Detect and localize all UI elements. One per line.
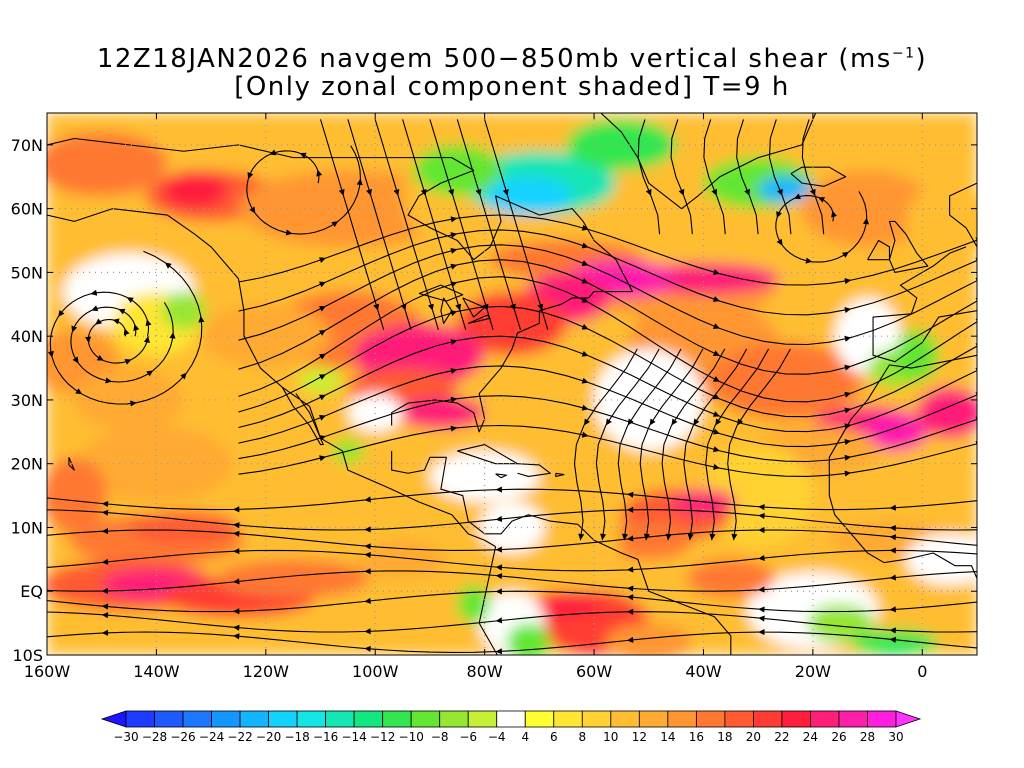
colorbar-swatch bbox=[268, 710, 298, 728]
colorbar: −30 −28 −26 −24 −22 −20 −18 −16 −14 −12 −10 −8 −6 −4 4… bbox=[100, 710, 922, 744]
lon-tick-label: 140W bbox=[133, 662, 180, 681]
colorbar-swatch bbox=[496, 710, 526, 728]
colorbar-swatch bbox=[296, 710, 327, 728]
colorbar-label: 6 bbox=[550, 730, 558, 744]
colorbar-label: 30 bbox=[888, 730, 903, 744]
colorbar-swatch bbox=[838, 710, 868, 728]
colorbar-label: 20 bbox=[746, 730, 761, 744]
colorbar-label: 14 bbox=[660, 730, 675, 744]
colorbar-swatch bbox=[325, 710, 355, 728]
colorbar-swatch bbox=[467, 710, 498, 728]
colorbar-swatch bbox=[695, 710, 726, 728]
lon-tick-label: 100W bbox=[352, 662, 399, 681]
colorbar-swatch bbox=[724, 710, 754, 728]
lat-tick-label: EQ bbox=[20, 582, 43, 601]
colorbar-label: 24 bbox=[803, 730, 818, 744]
colorbar-label: 4 bbox=[521, 730, 529, 744]
colorbar-label: 26 bbox=[831, 730, 846, 744]
colorbar-swatch bbox=[810, 710, 840, 728]
lat-tick-label: 50N bbox=[11, 263, 43, 282]
lon-tick-label: 20W bbox=[795, 662, 831, 681]
lon-tick-label: 80W bbox=[467, 662, 503, 681]
colorbar-swatch bbox=[382, 710, 412, 728]
colorbar-label: 16 bbox=[689, 730, 704, 744]
lat-tick-label: 70N bbox=[11, 136, 43, 155]
lat-tick-label: 30N bbox=[11, 391, 43, 410]
lat-tick-label: 10S bbox=[12, 646, 43, 665]
colorbar-swatch bbox=[353, 710, 384, 728]
colorbar-label: −6 bbox=[459, 730, 477, 744]
colorbar-swatch bbox=[125, 710, 155, 728]
colorbar-under-triangle bbox=[100, 710, 127, 728]
lat-tick-label: 60N bbox=[11, 200, 43, 219]
colorbar-label: −28 bbox=[142, 730, 167, 744]
colorbar-swatch bbox=[154, 710, 184, 728]
colorbar-swatch bbox=[439, 710, 469, 728]
lon-tick-label: 120W bbox=[243, 662, 290, 681]
colorbar-label: 22 bbox=[774, 730, 789, 744]
lat-tick-label: 40N bbox=[11, 327, 43, 346]
colorbar-swatch bbox=[581, 710, 612, 728]
lon-tick-label: 60W bbox=[576, 662, 612, 681]
colorbar-label: 28 bbox=[860, 730, 875, 744]
streamlines bbox=[47, 119, 977, 655]
colorbar-label: −12 bbox=[370, 730, 395, 744]
colorbar-label: 12 bbox=[632, 730, 647, 744]
plot-frame bbox=[46, 112, 978, 656]
colorbar-swatch bbox=[610, 710, 640, 728]
colorbar-swatch bbox=[410, 710, 441, 728]
colorbar-swatch bbox=[753, 710, 783, 728]
colorbar-label: −4 bbox=[488, 730, 506, 744]
lon-tick-label: 40W bbox=[685, 662, 721, 681]
chart-title-line1: 12Z18JAN2026 navgem 500−850mb vertical s… bbox=[96, 44, 928, 74]
colorbar-label: −16 bbox=[313, 730, 338, 744]
colorbar-swatch bbox=[524, 710, 555, 728]
colorbar-label: 8 bbox=[578, 730, 586, 744]
colorbar-label: −18 bbox=[284, 730, 309, 744]
plot-area bbox=[47, 113, 977, 655]
chart-title-line2: [Only zonal component shaded] T=9 h bbox=[234, 72, 790, 102]
lon-tick-label: 0 bbox=[917, 662, 927, 681]
lat-tick-label: 20N bbox=[11, 455, 43, 474]
colorbar-label: −24 bbox=[199, 730, 224, 744]
colorbar-swatch bbox=[667, 710, 697, 728]
colorbar-label: −26 bbox=[170, 730, 195, 744]
colorbar-swatch bbox=[781, 710, 811, 728]
colorbar-swatch bbox=[211, 710, 241, 728]
colorbar-swatch bbox=[867, 710, 897, 728]
colorbar-label: −22 bbox=[227, 730, 252, 744]
colorbar-swatch bbox=[182, 710, 212, 728]
lon-tick-label: 160W bbox=[24, 662, 71, 681]
colorbar-label: −8 bbox=[431, 730, 449, 744]
colorbar-label: −20 bbox=[256, 730, 281, 744]
colorbar-swatch bbox=[553, 710, 583, 728]
colorbar-label: 10 bbox=[603, 730, 618, 744]
colorbar-label: −14 bbox=[341, 730, 366, 744]
lat-tick-label: 10N bbox=[11, 518, 43, 537]
colorbar-label: −30 bbox=[113, 730, 138, 744]
colorbar-swatch bbox=[239, 710, 269, 728]
colorbar-swatch bbox=[638, 710, 669, 728]
colorbar-over-triangle bbox=[895, 710, 922, 728]
shear-shading bbox=[47, 113, 977, 655]
colorbar-label: 18 bbox=[717, 730, 732, 744]
colorbar-label: −10 bbox=[399, 730, 424, 744]
